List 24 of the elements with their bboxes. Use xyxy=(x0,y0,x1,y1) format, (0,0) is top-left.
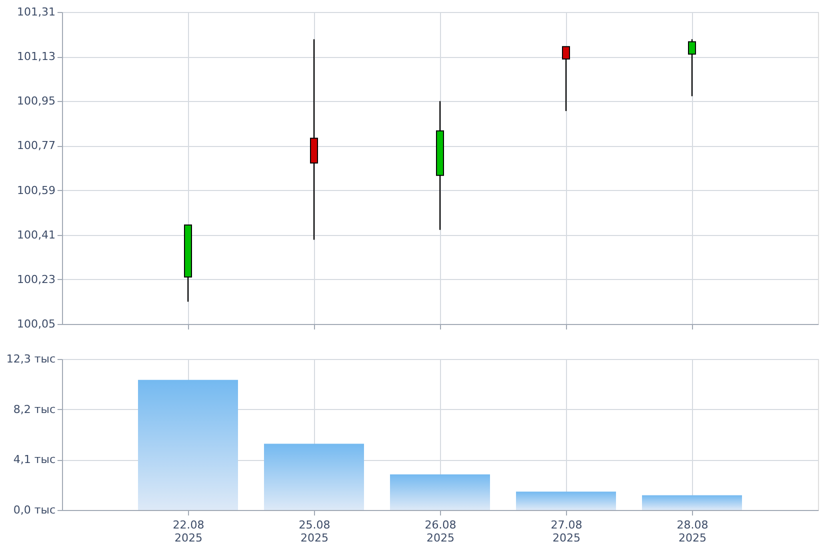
y-tick-label: 100,77 xyxy=(17,139,56,152)
y-tick-label: 100,23 xyxy=(17,272,56,286)
y-tick-label: 8,2 тыс xyxy=(13,402,56,416)
bar xyxy=(138,380,238,510)
x-tick-label: 25.08 2025 xyxy=(298,518,330,544)
bar xyxy=(516,492,616,510)
bar xyxy=(390,474,490,510)
y-tick-label: 4,1 тыс xyxy=(13,453,56,466)
x-tick-label: 27.08 2025 xyxy=(550,518,582,544)
x-tick-label: 22.08 2025 xyxy=(172,518,204,544)
y-tick-label: 101,31 xyxy=(17,6,56,18)
y-tick-label: 100,95 xyxy=(17,94,56,108)
candlestick xyxy=(562,46,570,112)
candlestick xyxy=(688,38,696,97)
x-tick-label: 28.08 2025 xyxy=(676,518,708,544)
y-tick-label: 100,41 xyxy=(17,228,56,242)
y-tick-label: 0,0 тыс xyxy=(13,504,56,516)
bar xyxy=(264,444,364,510)
x-tick-label: 26.08 2025 xyxy=(424,518,456,544)
y-tick-label: 100,05 xyxy=(17,318,56,330)
y-tick-label: 12,3 тыс xyxy=(6,352,56,366)
bar xyxy=(642,495,742,510)
y-tick-label: 101,13 xyxy=(17,50,56,64)
y-tick-label: 100,59 xyxy=(17,184,56,197)
